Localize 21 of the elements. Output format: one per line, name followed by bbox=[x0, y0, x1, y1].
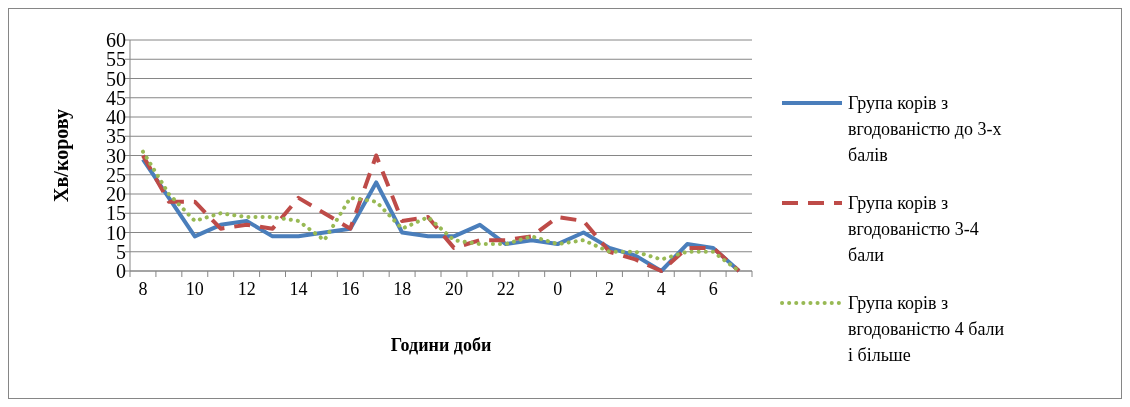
x-tick-label: 8 bbox=[138, 279, 148, 299]
y-axis-title: Хв/корову bbox=[50, 109, 73, 202]
x-tick-label: 10 bbox=[185, 279, 204, 299]
x-tick-label: 18 bbox=[393, 279, 412, 299]
y-tick-label: 60 bbox=[106, 29, 126, 51]
legend-label: Група корів з вгодованістю до 3-х балів bbox=[848, 93, 1002, 165]
x-tick-label: 22 bbox=[496, 279, 515, 299]
legend-label: Група корів з вгодованістю 4 бали і більше bbox=[848, 293, 1005, 365]
legend-label: Група корів з вгодованістю 3-4 бали bbox=[848, 193, 979, 265]
y-tick-label: 20 bbox=[106, 183, 126, 205]
x-tick-label: 12 bbox=[237, 279, 256, 299]
x-tick-label: 20 bbox=[444, 279, 463, 299]
x-tick-label: 2 bbox=[604, 279, 614, 299]
x-tick-label: 6 bbox=[708, 279, 718, 299]
x-tick-label: 4 bbox=[656, 279, 666, 299]
y-tick-label: 0 bbox=[116, 260, 126, 282]
y-tick-label: 40 bbox=[106, 106, 126, 128]
x-tick-label: 14 bbox=[289, 279, 308, 299]
x-axis-title: Години доби bbox=[390, 335, 492, 355]
x-tick-label: 0 bbox=[553, 279, 563, 299]
x-tick-label: 16 bbox=[341, 279, 360, 299]
